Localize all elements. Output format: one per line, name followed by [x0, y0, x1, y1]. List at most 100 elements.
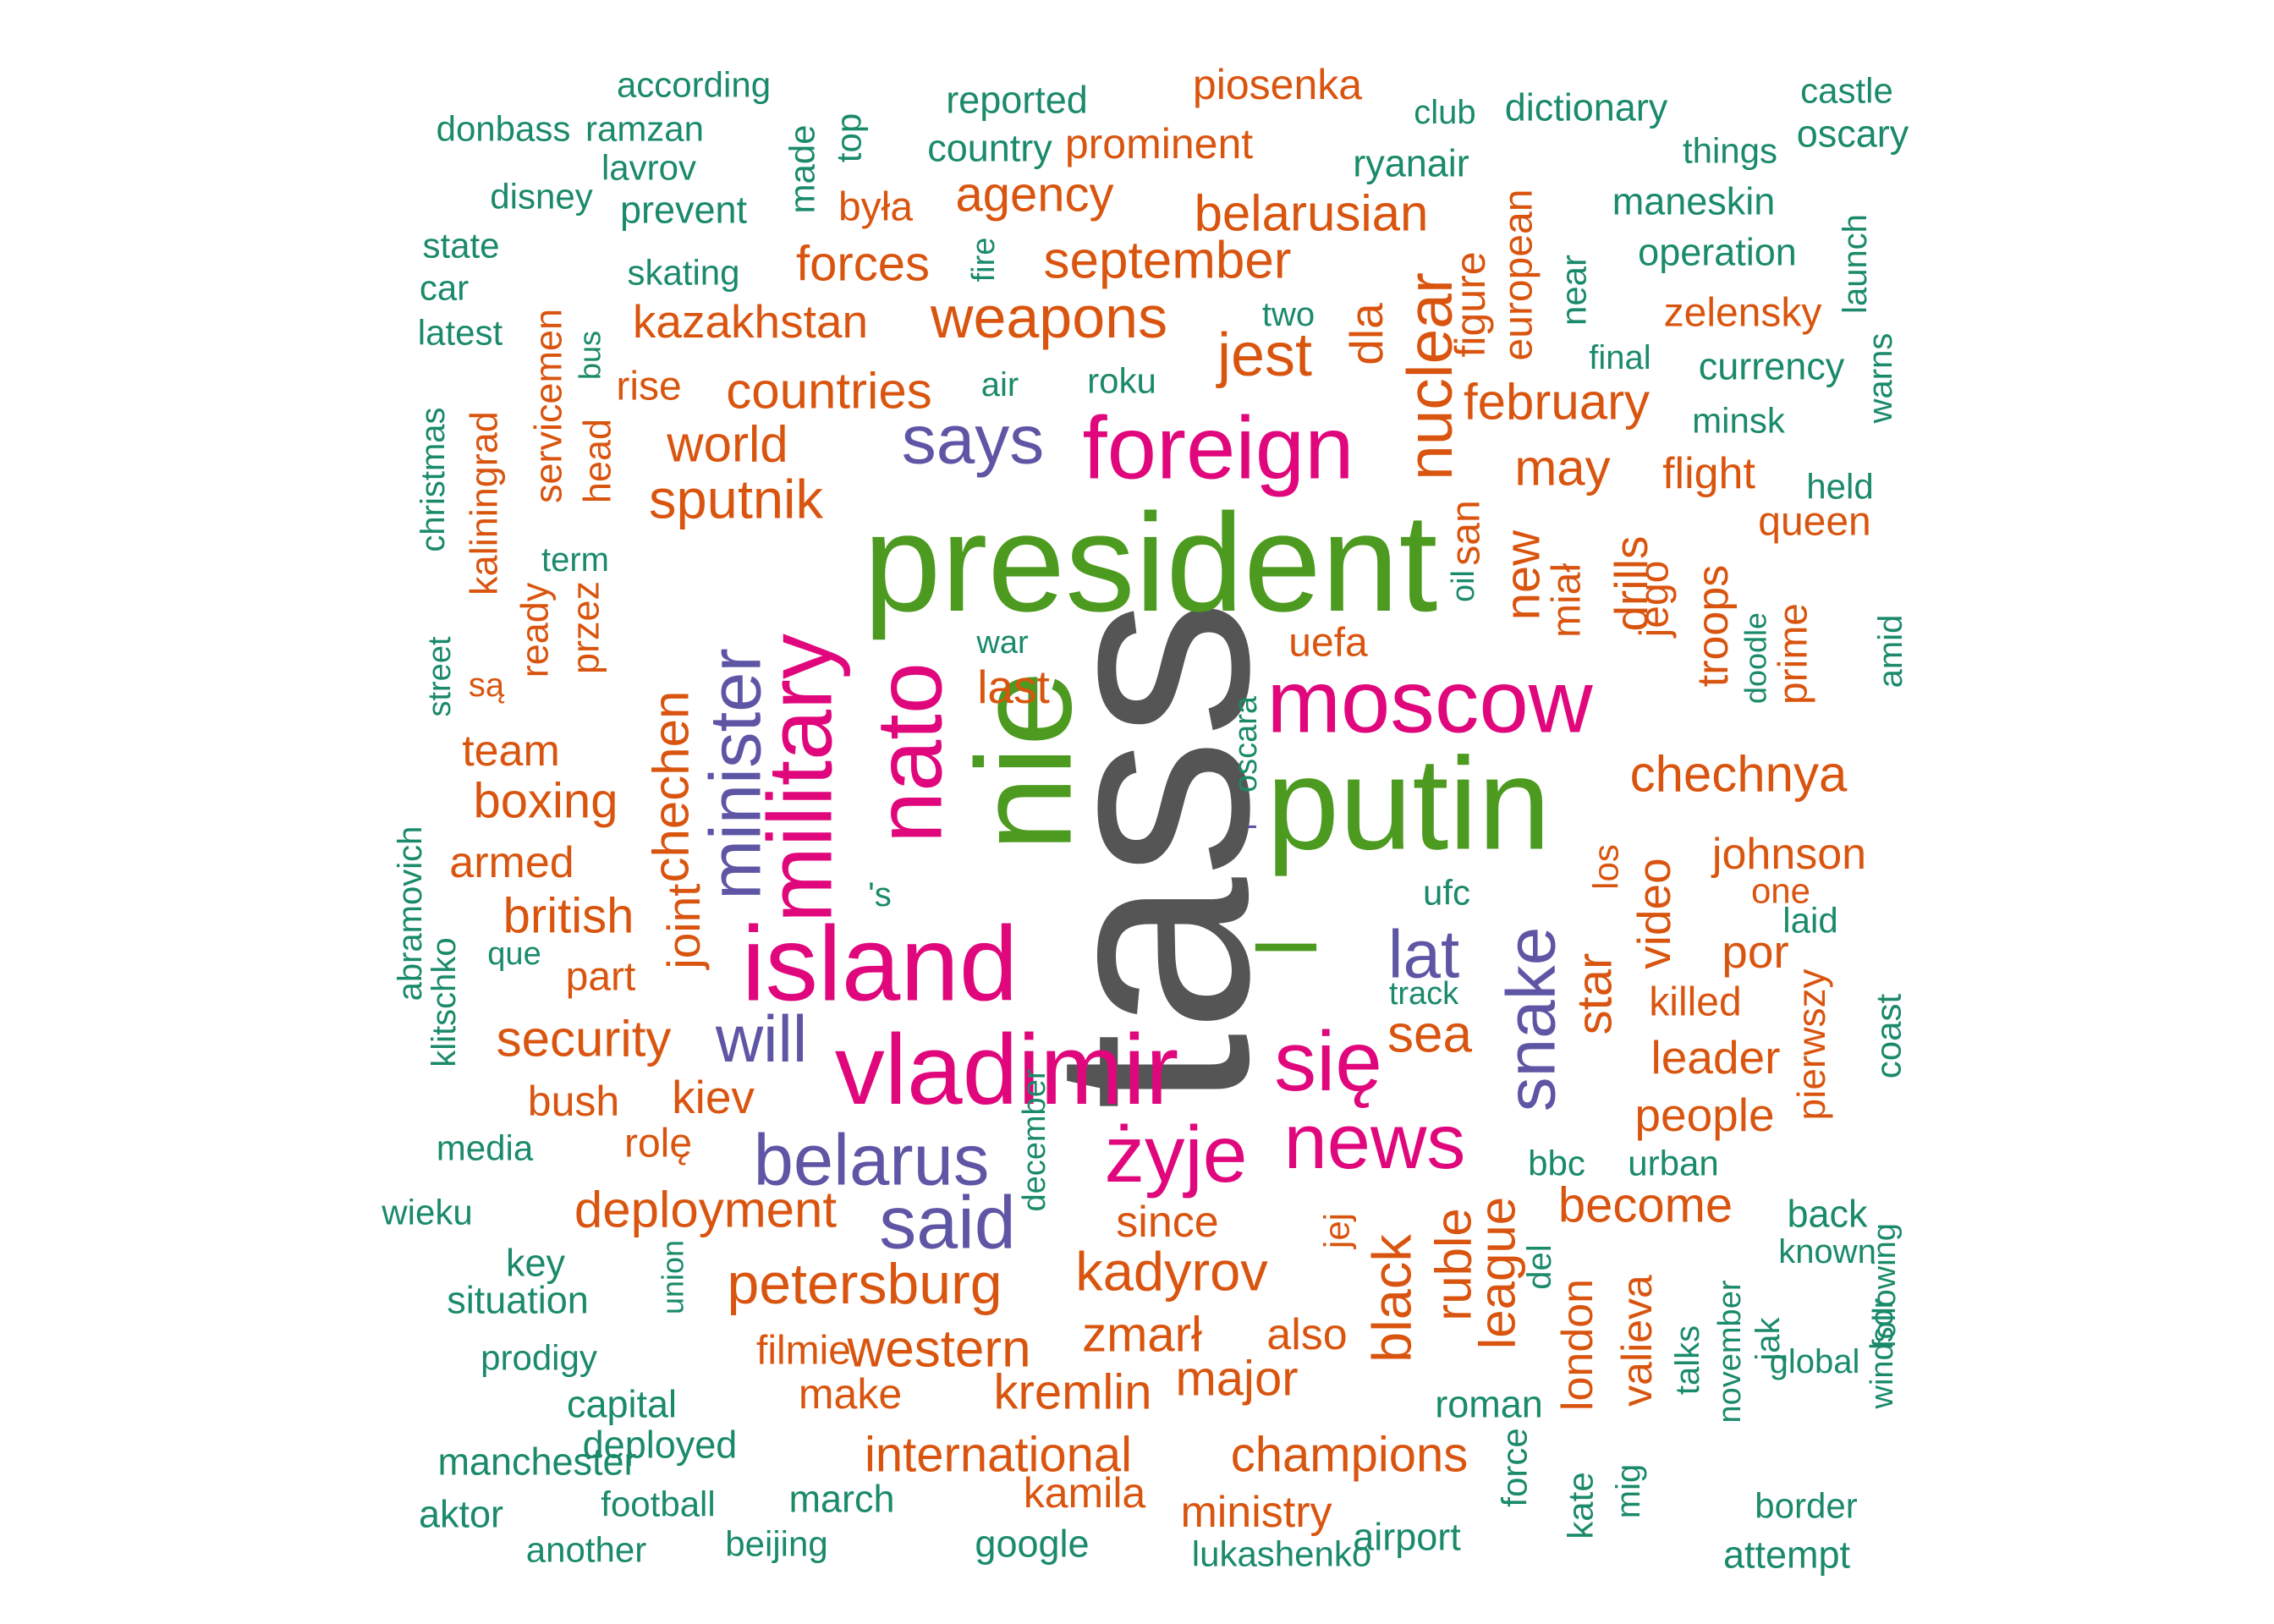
word-country: country [927, 127, 1052, 170]
word-armed: armed [449, 838, 574, 887]
word-known: known [1778, 1233, 1876, 1270]
word-following: following [1867, 1223, 1903, 1348]
word-champions: champions [1231, 1428, 1468, 1483]
word-nuclear: nuclear [1394, 272, 1465, 480]
word-–: – [1255, 875, 1317, 999]
word-final: final [1589, 339, 1651, 376]
word-war: war [975, 625, 1029, 661]
word-klitschko: klitschko [426, 937, 463, 1067]
word-prominent: prominent [1065, 120, 1253, 167]
word-los: los [1586, 844, 1626, 890]
word-drills: drills [1605, 535, 1657, 631]
word-windsor: windsor [1865, 1298, 1900, 1409]
word-ready: ready [514, 582, 557, 678]
word-team: team [462, 727, 560, 776]
word-oscary: oscary [1797, 112, 1909, 156]
word-london: london [1553, 1279, 1602, 1411]
word-bush: bush [528, 1078, 619, 1125]
word-laid: laid [1782, 901, 1837, 941]
word-google: google [975, 1522, 1089, 1566]
word-agency: agency [955, 167, 1113, 222]
word-abramovich: abramovich [392, 826, 429, 1001]
word-petersburg: petersburg [727, 1252, 1002, 1316]
word-car: car [420, 268, 469, 308]
word-december: december [1017, 1068, 1052, 1211]
word-capital: capital [567, 1383, 677, 1426]
word-urban: urban [1628, 1144, 1718, 1183]
word-according: according [617, 65, 771, 105]
word-dictionary: dictionary [1505, 86, 1668, 129]
word-foreign: foreign [1082, 399, 1354, 498]
word-zelensky: zelensky [1664, 291, 1822, 336]
word-term: term [541, 541, 609, 579]
word-may: may [1514, 440, 1610, 497]
word-skating: skating [627, 253, 739, 293]
word-lavrov: lavrov [601, 148, 696, 188]
word-video: video [1628, 858, 1680, 968]
word-forces: forces [796, 237, 930, 292]
word-bbc: bbc [1528, 1144, 1585, 1183]
word-club: club [1414, 94, 1475, 131]
word-chechen: chechen [643, 691, 700, 883]
word-que: que [487, 936, 541, 972]
word-nie: nie [948, 671, 1100, 852]
word-troops: troops [1689, 565, 1738, 688]
word-wieku: wieku [381, 1193, 472, 1232]
word-ruble: ruble [1425, 1208, 1482, 1320]
word-moscow: moscow [1266, 653, 1593, 752]
word-dla: dla [1340, 303, 1392, 365]
word--: - [1246, 806, 1257, 843]
word-military: military [749, 634, 851, 923]
word-weapons: weapons [930, 284, 1167, 350]
word-island: island [742, 906, 1019, 1023]
word-jak: jak [1749, 1316, 1787, 1361]
word-sea: sea [1387, 1006, 1472, 1064]
word-del: del [1521, 1244, 1558, 1289]
word-march: march [788, 1478, 894, 1521]
word-head: head [576, 419, 619, 503]
word-amid: amid [1872, 615, 1909, 689]
word-become: become [1558, 1178, 1733, 1233]
word-putin: putin [1266, 731, 1551, 877]
word-major: major [1175, 1352, 1298, 1407]
word-november: november [1712, 1280, 1748, 1423]
word-deployed: deployed [583, 1424, 738, 1467]
word-football: football [601, 1484, 715, 1524]
word-żyje: żyje [1105, 1110, 1248, 1199]
word-por: por [1722, 925, 1789, 978]
word-się: się [1274, 1014, 1382, 1109]
word-san: san [1444, 500, 1489, 565]
word-launch: launch [1837, 214, 1874, 314]
word-talks: talks [1669, 1325, 1706, 1395]
word-roman: roman [1435, 1383, 1543, 1426]
word-przez: przez [564, 581, 607, 674]
word-queen: queen [1758, 500, 1870, 545]
word-last: last [977, 661, 1050, 713]
word-security: security [497, 1011, 672, 1067]
word-tass: tass [995, 598, 1307, 1110]
word-jego: jego [1633, 561, 1678, 639]
word-figure: figure [1447, 251, 1494, 357]
word-western: western [846, 1320, 1030, 1379]
word-international: international [865, 1428, 1132, 1483]
word-people: people [1634, 1089, 1774, 1141]
word-union: union [656, 1240, 690, 1314]
word-countries: countries [726, 363, 931, 420]
word-european: european [1497, 189, 1541, 361]
word-reported: reported [946, 79, 1088, 122]
word-nato: nato [858, 662, 962, 843]
word-są: są [469, 667, 505, 704]
word-british: british [503, 889, 634, 944]
word-killed: killed [1649, 980, 1741, 1025]
word-manchester: manchester [437, 1440, 636, 1484]
word-president: president [864, 485, 1438, 640]
word-star: star [1568, 953, 1623, 1035]
word-mig: mig [1610, 1464, 1647, 1518]
word-coast: coast [1869, 993, 1909, 1078]
word-filmie: filmie [756, 1329, 851, 1374]
word-valieva: valieva [1613, 1275, 1661, 1407]
word-beijing: beijing [725, 1524, 827, 1564]
word-latest: latest [418, 313, 503, 353]
word-miał: miał [1545, 563, 1590, 638]
